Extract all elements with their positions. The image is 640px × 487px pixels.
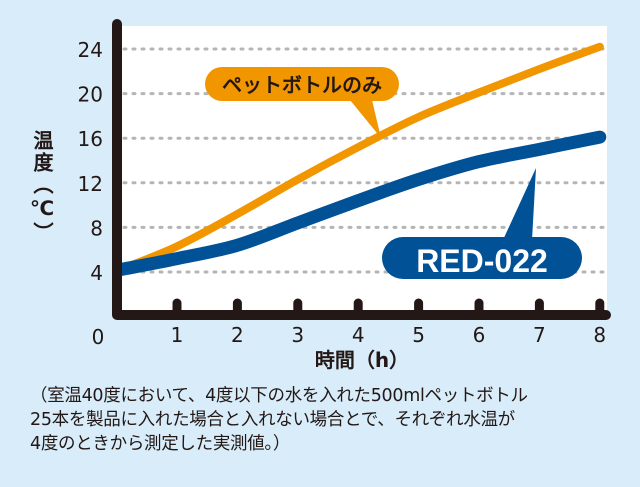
legend-callout-orange — [205, 67, 399, 101]
x-tick-label: 2 — [231, 323, 244, 347]
legend-label-blue: RED-022 — [416, 243, 548, 279]
x-tick-label: 7 — [533, 323, 546, 347]
y-tick-label: 16 — [78, 127, 103, 151]
y-axis-title: 温度（℃） — [30, 129, 54, 244]
x-tick-label: 4 — [352, 323, 365, 347]
caption-line: （室温40度において、4度以下の水を入れた500mlペットボトル — [30, 386, 528, 406]
origin-label: 0 — [92, 325, 105, 349]
caption: （室温40度において、4度以下の水を入れた500mlペットボトル 25本を製品に… — [30, 384, 640, 456]
caption-line: 25本を製品に入れた場合と入れない場合とで、それぞれ水温が — [30, 410, 515, 430]
y-tick-label: 12 — [78, 172, 103, 196]
callout-pointer-orange — [350, 100, 381, 138]
axis-lines — [112, 19, 611, 320]
x-tick-label: 8 — [593, 323, 606, 347]
x-tick-label: 3 — [291, 323, 304, 347]
x-axis-title: 時間（h） — [315, 348, 409, 372]
legend-label-orange: ペットボトルのみ — [222, 73, 382, 97]
caption-line: 4度のときから測定した実測値。） — [30, 434, 291, 454]
y-tick-label: 20 — [78, 83, 103, 107]
y-tick-label: 8 — [90, 216, 103, 240]
x-tick-label: 5 — [412, 323, 425, 347]
series-line-1 — [113, 130, 607, 277]
y-tick-label: 24 — [78, 38, 103, 62]
x-tick-label: 6 — [473, 323, 486, 347]
series-line-0 — [115, 42, 604, 274]
y-tick-label: 4 — [90, 261, 103, 285]
x-tick-label: 1 — [171, 323, 184, 347]
callout-pointer-blue — [503, 168, 536, 240]
legend-callout-blue — [382, 237, 582, 279]
